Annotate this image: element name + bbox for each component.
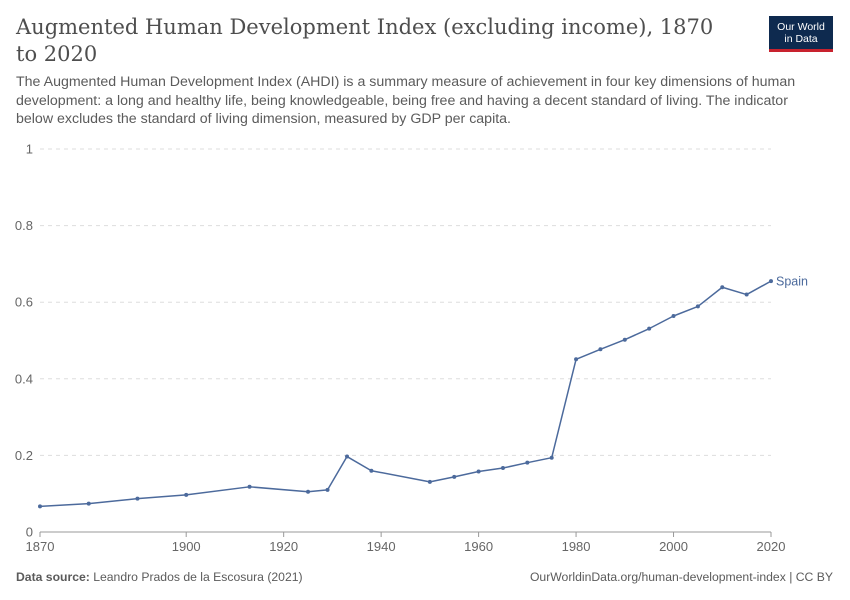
series-line-spain[interactable] [39,280,772,508]
data-point[interactable] [744,292,749,297]
x-tick-label: 1960 [464,539,493,554]
chart-title: Augmented Human Development Index (exclu… [16,15,714,66]
data-point[interactable] [574,357,579,362]
data-point[interactable] [345,454,350,459]
footer-source: Data source: Leandro Prados de la Escosu… [16,570,303,584]
data-point[interactable] [86,501,91,506]
axes: 0 0.2 0.4 0.6 0.8 1 1870 1900 1920 1940 1960 1980 20… [15,142,786,555]
data-point[interactable] [306,489,311,494]
owid-logo[interactable]: Our World in Data [769,16,833,52]
footer-separator: | [789,570,796,584]
x-tick-label: 2020 [757,539,786,554]
y-tick-label: 0.6 [15,295,33,310]
y-tick-label: 1 [26,142,33,157]
data-point[interactable] [184,492,189,497]
data-point[interactable] [452,474,457,479]
series-label-spain[interactable]: Spain [776,275,808,289]
source-url-link[interactable]: OurWorldinData.org/human-development-ind… [529,570,786,584]
y-tick-label: 0 [26,525,33,540]
data-point[interactable] [549,455,554,460]
y-tick-label: 0.4 [15,371,33,386]
license-link[interactable]: CC BY [795,570,833,584]
data-point[interactable] [622,337,627,342]
x-tick-label: 1900 [172,539,201,554]
logo-line-2: in Data [784,32,818,45]
data-point[interactable] [525,460,530,465]
data-point[interactable] [500,466,505,471]
grid-lines [40,148,771,456]
data-point[interactable] [598,347,603,352]
data-point[interactable] [695,304,700,309]
x-tick-label: 1980 [562,539,591,554]
y-tick-label: 0.8 [15,218,33,233]
data-point[interactable] [325,487,330,492]
data-point[interactable] [247,484,252,489]
series-layer: Spain [38,275,808,509]
data-point[interactable] [135,496,140,501]
source-text: Leandro Prados de la Escosura (2021) [93,570,303,584]
x-tick-label: 1920 [269,539,298,554]
data-point[interactable] [671,313,676,318]
x-tick-label: 1940 [367,539,396,554]
data-point[interactable] [769,279,773,284]
data-point[interactable] [38,504,42,509]
data-point[interactable] [476,469,481,474]
data-point[interactable] [427,479,432,484]
data-point[interactable] [720,285,725,290]
logo-line-1: Our World [777,20,825,33]
x-tick-label: 1870 [26,539,55,554]
source-label: Data source: [16,570,90,584]
footer-link: OurWorldinData.org/human-development-ind… [530,570,833,584]
data-point[interactable] [647,326,652,331]
data-point[interactable] [369,468,374,473]
x-tick-label: 2000 [659,539,688,554]
line-chart: 0 0.2 0.4 0.6 0.8 1 1870 1900 1920 1940 1960 1980 20… [15,142,808,555]
chart-subtitle: The Augmented Human Development Index (A… [16,74,796,127]
y-tick-label: 0.2 [15,448,33,463]
